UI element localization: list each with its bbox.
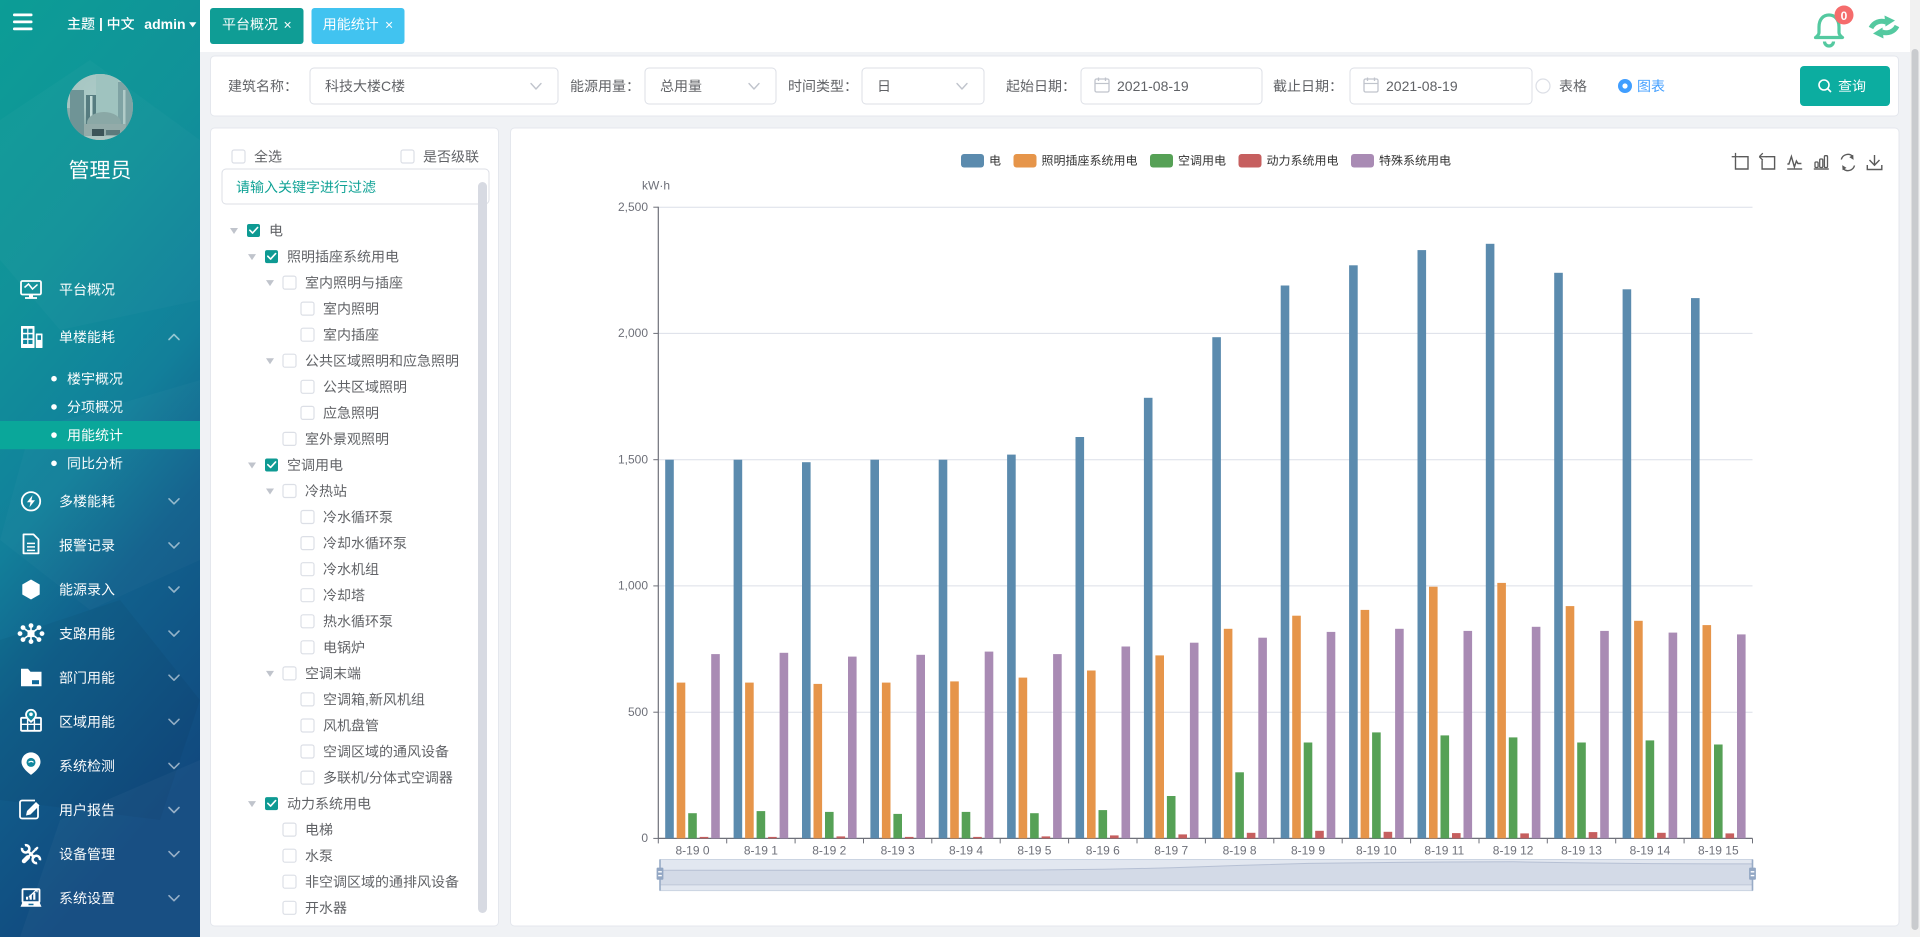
svg-text:admin: admin <box>144 16 185 32</box>
svg-text:1,500: 1,500 <box>618 452 648 466</box>
svg-text:8-19 9: 8-19 9 <box>1291 843 1325 857</box>
svg-text:/: / <box>365 770 369 786</box>
svg-text:8-19 5: 8-19 5 <box>1017 843 1051 857</box>
svg-text:,: , <box>365 691 369 707</box>
svg-text:8-19 6: 8-19 6 <box>1086 843 1120 857</box>
svg-text:8-19 12: 8-19 12 <box>1493 843 1534 857</box>
svg-text:2021-08-19: 2021-08-19 <box>1117 78 1189 94</box>
svg-text:500: 500 <box>628 705 648 719</box>
svg-text:8-19 10: 8-19 10 <box>1356 843 1397 857</box>
svg-text:8-19 14: 8-19 14 <box>1630 843 1671 857</box>
svg-text:0: 0 <box>1841 9 1848 23</box>
svg-text:8-19 11: 8-19 11 <box>1424 843 1464 857</box>
svg-text:×: × <box>284 17 292 33</box>
svg-text:8-19 4: 8-19 4 <box>949 843 983 857</box>
svg-text:2,500: 2,500 <box>618 200 648 214</box>
svg-text:×: × <box>385 17 393 33</box>
svg-text:8-19 7: 8-19 7 <box>1154 843 1188 857</box>
svg-text:C: C <box>381 78 391 94</box>
svg-text:kW·h: kW·h <box>642 178 670 192</box>
svg-text:|: | <box>99 15 103 31</box>
svg-text:2,000: 2,000 <box>618 326 648 340</box>
svg-text:8-19 2: 8-19 2 <box>812 843 846 857</box>
svg-text:8-19 8: 8-19 8 <box>1223 843 1257 857</box>
svg-text:0: 0 <box>641 831 648 845</box>
svg-text:1,000: 1,000 <box>618 579 648 593</box>
svg-text:2021-08-19: 2021-08-19 <box>1386 78 1458 94</box>
svg-text:8-19 3: 8-19 3 <box>881 843 915 857</box>
svg-text:8-19 15: 8-19 15 <box>1698 843 1739 857</box>
svg-text:8-19 0: 8-19 0 <box>675 843 709 857</box>
svg-text:8-19 1: 8-19 1 <box>744 843 778 857</box>
svg-text:8-19 13: 8-19 13 <box>1561 843 1602 857</box>
